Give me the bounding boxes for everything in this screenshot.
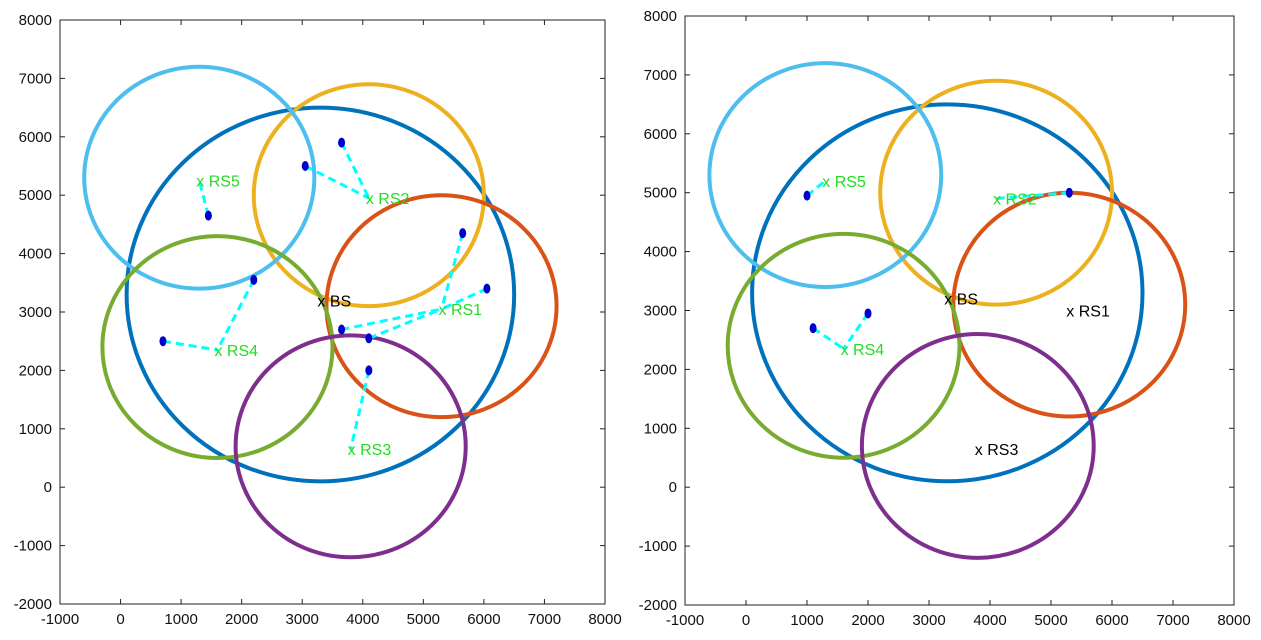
chart-1-y-tick-label: 8000 (644, 8, 677, 25)
chart-1-y-tick-label: 3000 (644, 303, 677, 320)
chart-left: -1000 0 1000 2000 3000 4000 5000 6000 7000 8000 -2… (0, 0, 630, 640)
chart-0-user-link (216, 279, 256, 351)
chart-1-x-tick-label: 6000 (1095, 612, 1128, 629)
chart-0-x-tick-label: 0 (116, 611, 124, 628)
chart-0-user-point (365, 365, 373, 376)
chart-0-y-tick-label: 3000 (19, 304, 52, 321)
chart-0-y-tick-label: 1000 (19, 421, 52, 438)
chart-0-y-tick-label: 8000 (19, 12, 52, 29)
chart-0-y-tick-label: 6000 (19, 129, 52, 146)
chart-1-x-tick-label: 1000 (790, 612, 823, 629)
chart-0-user-point (338, 324, 346, 335)
chart-0-user-link (341, 307, 442, 331)
chart-1-user-link (806, 179, 827, 197)
chart-1-node-label: x RS5 (822, 174, 866, 191)
chart-0-user-point (301, 161, 309, 171)
chart-0-x-tick-label: 2000 (225, 611, 258, 628)
chart-0-y-tick-label: 7000 (19, 70, 52, 87)
chart-right: -1000 0 1000 2000 3000 4000 5000 6000 7000 8000 -2… (630, 0, 1261, 640)
chart-0-user-link (368, 307, 443, 340)
chart-1-y-tick-label: 2000 (644, 361, 677, 378)
chart-0-x-tick-label: 6000 (467, 611, 500, 628)
chart-1-y-tick-label: -1000 (639, 538, 677, 555)
chart-1-x-tick-label: 2000 (851, 612, 884, 629)
chart-1-node-label: x RS2 (993, 192, 1037, 209)
chart-1-coverage-circle (859, 332, 1096, 560)
chart-1-y-tick-label: 5000 (644, 185, 677, 202)
chart-0-user-point (250, 274, 258, 285)
chart-0-x-tick-label: 4000 (346, 611, 379, 628)
chart-1-y-tick-label: 1000 (644, 420, 677, 437)
chart-0-user-point (338, 137, 346, 148)
chart-1-user-link (842, 312, 870, 350)
chart-1-x-tick-label: -1000 (666, 612, 704, 629)
chart-0-y-tick-label: 5000 (19, 187, 52, 204)
chart-0-user-point (159, 336, 167, 347)
chart-1-y-tick-label: 7000 (644, 67, 677, 84)
chart-0-user-link (349, 370, 371, 450)
chart-0-y-tick-label: -1000 (14, 538, 52, 555)
chart-0-node-label: x RS1 (439, 302, 483, 319)
chart-0-y-tick-label: 4000 (19, 246, 52, 263)
chart-0-x-tick-label: 8000 (588, 611, 621, 628)
chart-1-coverage-circle (878, 78, 1115, 307)
chart-0-x-tick-label: 3000 (286, 611, 319, 628)
chart-1-user-point (1065, 187, 1073, 198)
chart-0-coverage-circle (100, 234, 335, 461)
chart-0-user-link (440, 232, 465, 310)
chart-0-node-label: x RS2 (366, 191, 410, 208)
chart-1-x-tick-label: 3000 (912, 612, 945, 629)
chart-0-x-tick-label: -1000 (41, 611, 79, 628)
chart-0-user-point (483, 283, 491, 294)
chart-0-user-point (204, 210, 212, 221)
chart-1-node-label: x RS3 (975, 442, 1019, 459)
chart-1-user-point (803, 190, 811, 201)
chart-0-node-label: x BS (317, 293, 351, 310)
chart-1-node-label: x RS1 (1066, 304, 1110, 321)
chart-0-coverage-circle (82, 64, 317, 291)
chart-1-node-label: x BS (944, 292, 978, 309)
chart-0-coverage-circle (124, 105, 517, 484)
chart-0-coverage-circle (251, 82, 486, 309)
chart-0-node-label: x RS4 (214, 343, 258, 360)
chart-0-node-label: x RS5 (196, 174, 240, 191)
chart-1-y-tick-label: -2000 (639, 597, 677, 614)
chart-0-user-link (440, 287, 488, 311)
chart-0-user-link (197, 180, 210, 217)
chart-1-x-tick-label: 5000 (1034, 612, 1067, 629)
chart-0-user-point (459, 228, 467, 239)
chart-1-user-point (864, 308, 872, 319)
chart-0-user-point (365, 333, 373, 344)
chart-0-user-link (304, 164, 370, 200)
chart-right-svg: -1000 0 1000 2000 3000 4000 5000 6000 7000 8000 -2… (639, 8, 1251, 629)
chart-1-coverage-circle (707, 61, 944, 289)
chart-1-node-label: x RS4 (841, 342, 885, 359)
chart-1-x-tick-label: 4000 (973, 612, 1006, 629)
chart-0-x-tick-label: 1000 (164, 611, 197, 628)
chart-1-x-tick-label: 0 (742, 612, 750, 629)
chart-1-x-tick-label: 7000 (1156, 612, 1189, 629)
chart-1-coverage-circle (750, 102, 1145, 484)
chart-1-user-link (812, 326, 845, 351)
chart-0-y-tick-label: -2000 (14, 596, 52, 613)
chart-1-y-tick-label: 6000 (644, 126, 677, 143)
chart-1-user-point (809, 323, 817, 334)
chart-0-coverage-circle (233, 333, 468, 560)
chart-1-y-tick-label: 0 (669, 479, 677, 496)
chart-0-x-tick-label: 7000 (528, 611, 561, 628)
chart-0-user-link (162, 339, 218, 352)
chart-0-node-label: x RS3 (348, 442, 392, 459)
chart-0-y-tick-label: 2000 (19, 362, 52, 379)
chart-1-x-tick-label: 8000 (1217, 612, 1250, 629)
chart-1-y-tick-label: 4000 (644, 244, 677, 261)
chart-1-coverage-circle (725, 231, 962, 460)
chart-0-y-tick-label: 0 (44, 479, 52, 496)
chart-0-x-tick-label: 5000 (407, 611, 440, 628)
chart-0-user-link (340, 141, 371, 199)
chart-left-svg: -1000 0 1000 2000 3000 4000 5000 6000 7000 8000 -2… (14, 12, 622, 628)
